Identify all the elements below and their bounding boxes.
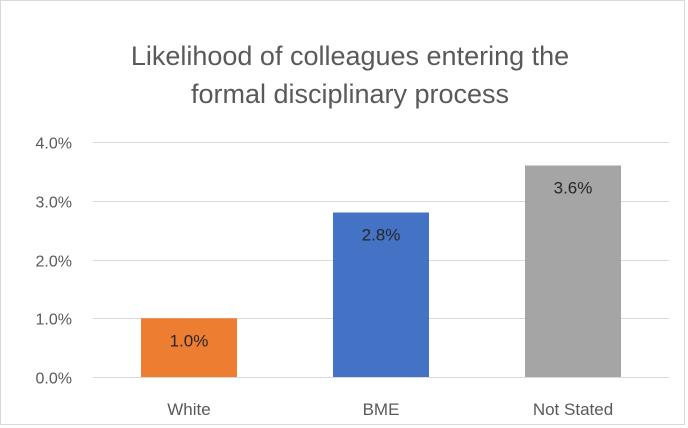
x-category-label: Not Stated bbox=[533, 400, 613, 419]
chart-title-line-1: Likelihood of colleagues entering the bbox=[131, 41, 569, 71]
y-tick-label: 4.0% bbox=[36, 136, 72, 153]
x-category-label: White bbox=[167, 400, 210, 419]
y-axis-tick-labels: 0.0% 1.0% 2.0% 3.0% 4.0% bbox=[36, 136, 72, 388]
data-labels: 1.0% 2.8% 3.6% bbox=[170, 179, 593, 351]
bar-white bbox=[141, 318, 237, 377]
y-tick-label: 3.0% bbox=[36, 195, 72, 212]
y-tick-label: 1.0% bbox=[36, 312, 72, 329]
y-tick-label: 2.0% bbox=[36, 254, 72, 271]
data-label: 2.8% bbox=[362, 226, 401, 245]
x-category-label: BME bbox=[363, 400, 400, 419]
y-tick-label: 0.0% bbox=[36, 371, 72, 388]
bars bbox=[141, 165, 621, 377]
bar-bme bbox=[333, 212, 429, 377]
bar-not-stated bbox=[525, 165, 621, 377]
data-label: 1.0% bbox=[170, 331, 209, 350]
x-axis-category-labels: White BME Not Stated bbox=[167, 400, 613, 419]
data-label: 3.6% bbox=[554, 179, 593, 198]
chart-title-line-2: formal disciplinary process bbox=[191, 79, 509, 109]
